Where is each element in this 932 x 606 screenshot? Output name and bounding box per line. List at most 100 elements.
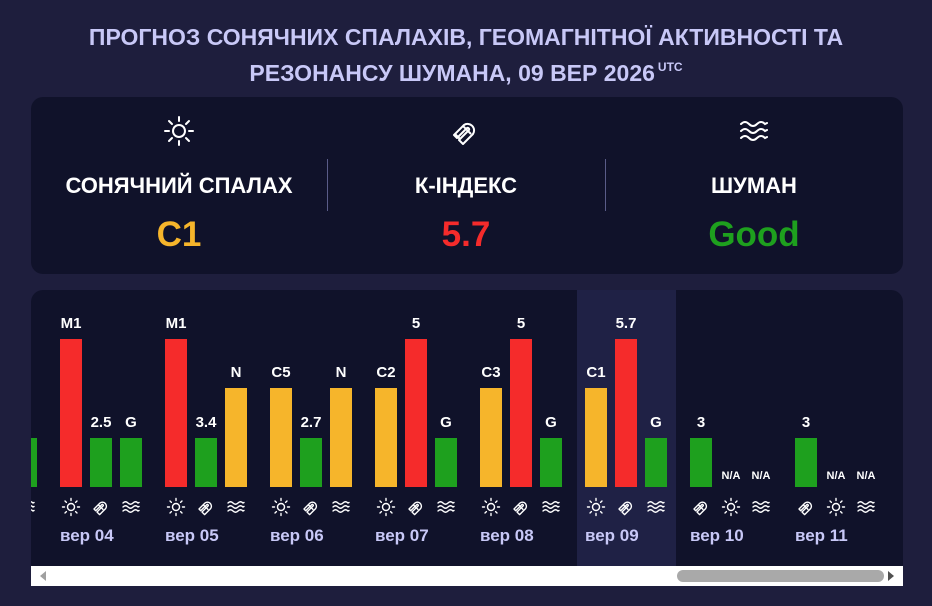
bar-kindex — [795, 438, 817, 487]
bar-schumann — [540, 438, 562, 487]
kindex-label: К-ІНДЕКС — [414, 173, 518, 198]
horizontal-scrollbar[interactable] — [31, 566, 903, 586]
bar-label-kindex: 3 — [696, 414, 706, 431]
date-label: вер 05 — [165, 526, 219, 545]
date-label: вер 04 — [60, 526, 114, 545]
bar-label-flare: C1 — [586, 364, 606, 381]
sun-icon — [586, 497, 606, 517]
bar-label-schumann: N/A — [751, 470, 771, 482]
scroll-right-icon[interactable] — [888, 571, 894, 581]
magnet-icon — [453, 122, 476, 145]
date-label: вер 09 — [585, 526, 639, 545]
magnet-icon — [511, 497, 531, 517]
bar-label-kindex: 2.7 — [300, 414, 322, 431]
page-title: ПРОГНОЗ СОНЯЧНИХ СПАЛАХІВ, ГЕОМАГНІТНОЇ … — [0, 22, 932, 88]
bar-flare — [585, 388, 607, 487]
bar-label-flare: C5 — [271, 364, 291, 381]
waves-icon — [751, 497, 771, 517]
magnet-icon — [91, 497, 111, 517]
divider — [327, 159, 328, 211]
sun-icon — [164, 116, 194, 146]
bar-label-flare: M1 — [60, 315, 82, 332]
kindex-value: 5.7 — [441, 215, 491, 254]
schumann-value: Good — [708, 215, 800, 254]
bar-label-kindex: 3.4 — [195, 414, 217, 431]
bar-schumann — [120, 438, 142, 487]
summary-panel: СОНЯЧНИЙ СПАЛАХ C1 К-ІНДЕКС 5.7 ШУМАН Go… — [31, 97, 903, 274]
waves-icon — [121, 497, 141, 517]
waves-icon — [740, 121, 768, 141]
waves-icon — [331, 497, 351, 517]
bar-label-flare: N/A — [721, 470, 741, 482]
magnet-icon — [691, 497, 711, 517]
waves-icon — [31, 497, 36, 517]
utc-label: UTC — [657, 60, 683, 74]
date-label: вер 06 — [270, 526, 324, 545]
waves-icon — [541, 497, 561, 517]
bar-schumann-partial — [31, 438, 37, 487]
bar-schumann — [645, 438, 667, 487]
waves-icon — [226, 497, 246, 517]
bar-schumann — [225, 388, 247, 487]
waves-icon — [436, 497, 456, 517]
sun-icon — [376, 497, 396, 517]
magnet-icon — [616, 497, 636, 517]
bar-label-kindex: 5 — [411, 315, 421, 332]
bar-label-flare: C3 — [481, 364, 501, 381]
sun-icon — [166, 497, 186, 517]
sun-icon — [826, 497, 846, 517]
bar-label-kindex: 5.7 — [615, 315, 637, 332]
bar-label-schumann: G — [440, 414, 452, 431]
divider — [605, 159, 606, 211]
bar-label-flare: N/A — [826, 470, 846, 482]
summary-kindex: К-ІНДЕКС 5.7 — [327, 97, 605, 274]
sun-icon — [271, 497, 291, 517]
sun-icon — [61, 497, 81, 517]
bar-label-partial: 5 — [31, 414, 56, 431]
bar-kindex — [690, 438, 712, 487]
magnet-icon — [196, 497, 216, 517]
bar-label-kindex: 2.5 — [90, 414, 112, 431]
bar-label-kindex: 5 — [516, 315, 526, 332]
bar-kindex — [300, 438, 322, 487]
bar-label-schumann: N — [230, 364, 242, 381]
bar-label-schumann: N/A — [856, 470, 876, 482]
scroll-left-icon[interactable] — [40, 571, 46, 581]
date-label: вер 07 — [375, 526, 429, 545]
sun-icon — [481, 497, 501, 517]
sun-icon — [721, 497, 741, 517]
waves-icon — [646, 497, 666, 517]
bar-kindex — [615, 339, 637, 487]
summary-schumann: ШУМАН Good — [605, 97, 903, 274]
bar-flare — [270, 388, 292, 487]
flare-label: СОНЯЧНИЙ СПАЛАХ — [65, 173, 293, 198]
bar-label-schumann: N — [335, 364, 347, 381]
summary-flare: СОНЯЧНИЙ СПАЛАХ C1 — [31, 97, 327, 274]
bar-label-schumann: G — [650, 414, 662, 431]
date-label: вер 11 — [795, 526, 848, 545]
bar-flare — [165, 339, 187, 487]
bar-label-flare: M1 — [165, 315, 187, 332]
page-title-line1: ПРОГНОЗ СОНЯЧНИХ СПАЛАХІВ, ГЕОМАГНІТНОЇ … — [88, 24, 844, 50]
bar-kindex — [195, 438, 217, 487]
bar-schumann — [435, 438, 457, 487]
bar-schumann — [330, 388, 352, 487]
date-label: вер 08 — [480, 526, 534, 545]
magnet-icon — [301, 497, 321, 517]
magnet-icon — [406, 497, 426, 517]
bar-label-schumann: G — [125, 414, 137, 431]
waves-icon — [856, 497, 876, 517]
bar-label-schumann: G — [545, 414, 557, 431]
bar-flare — [375, 388, 397, 487]
bar-kindex — [405, 339, 427, 487]
magnet-icon — [796, 497, 816, 517]
bar-label-flare: C2 — [376, 364, 396, 381]
scrollbar-thumb[interactable] — [677, 570, 884, 582]
bar-kindex — [510, 339, 532, 487]
bar-flare — [480, 388, 502, 487]
page-title-line2: РЕЗОНАНСУ ШУМАНА, 09 ВЕР 2026 — [249, 60, 655, 86]
bar-flare — [60, 339, 82, 487]
flare-value: C1 — [156, 215, 202, 254]
date-label: вер 10 — [690, 526, 744, 545]
